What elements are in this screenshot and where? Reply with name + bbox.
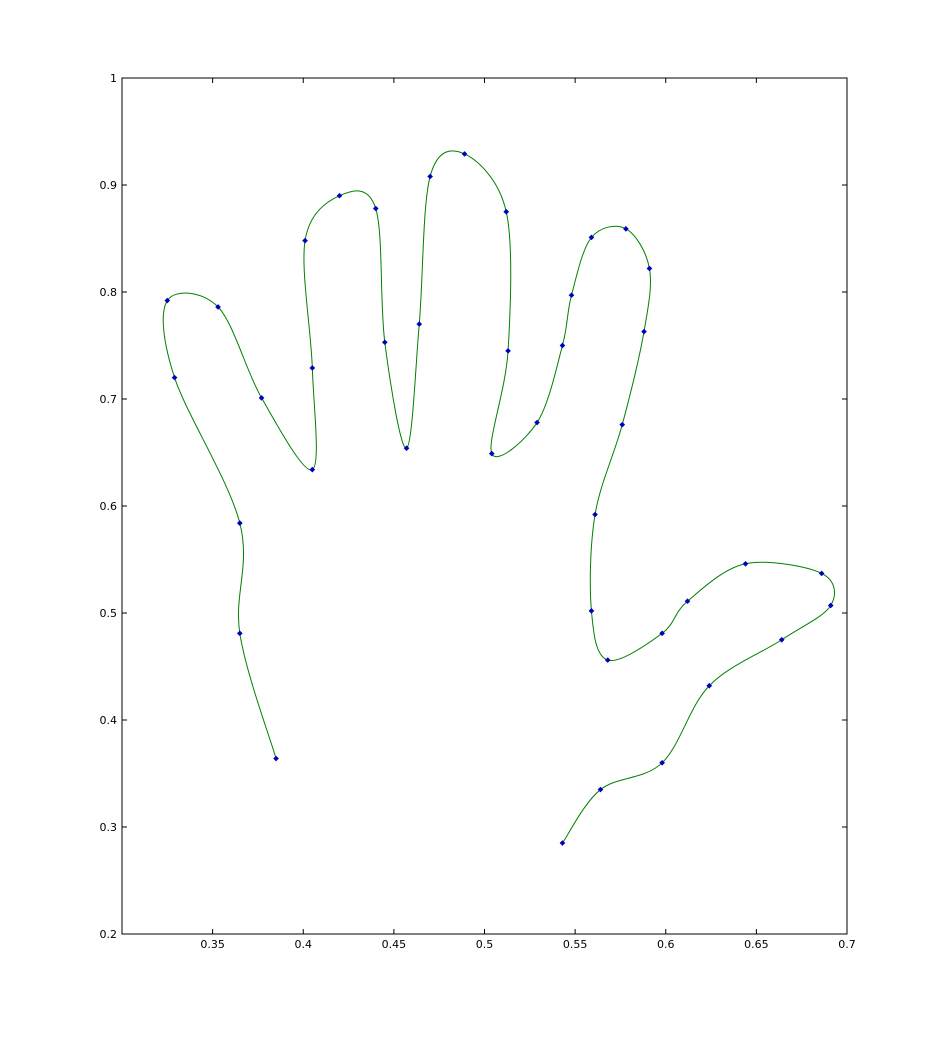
data-point-marker (646, 265, 653, 272)
data-point-marker (604, 657, 611, 663)
data-point-marker (309, 466, 316, 473)
data-point-marker (309, 365, 316, 371)
hand-curve (162, 150, 835, 844)
y-tick-label: 0.6 (100, 500, 118, 513)
data-point-marker (559, 840, 566, 846)
data-point-marker (641, 328, 647, 335)
data-point-marker (534, 419, 540, 426)
data-point-marker (215, 304, 221, 310)
data-point-marker (258, 395, 265, 401)
data-point-marker (778, 636, 785, 643)
y-tick-label: 0.5 (100, 607, 118, 620)
data-point-marker (427, 173, 433, 180)
x-tick-label: 0.35 (200, 938, 225, 951)
data-points (164, 151, 834, 846)
data-point-marker (488, 450, 495, 457)
data-point-marker (403, 445, 410, 452)
y-tick-label: 1 (110, 72, 117, 85)
data-point-marker (302, 237, 308, 244)
y-tick-label: 0.7 (100, 393, 118, 406)
y-tick-label: 0.4 (100, 714, 118, 727)
y-tick-label: 0.8 (100, 286, 118, 299)
data-point-marker (659, 630, 665, 637)
data-point-marker (818, 570, 825, 577)
x-tick-label: 0.65 (744, 938, 769, 951)
plot-frame (121, 77, 848, 935)
data-point-marker (659, 759, 665, 766)
x-tick-label: 0.5 (476, 938, 494, 951)
data-point-marker (171, 374, 178, 381)
x-tick-label: 0.4 (295, 938, 313, 951)
data-point-marker (503, 208, 510, 215)
data-point-marker (588, 234, 595, 241)
data-point-marker (597, 786, 604, 793)
data-point-marker (416, 321, 423, 327)
data-point-marker (588, 608, 595, 614)
data-point-marker (592, 511, 598, 518)
data-point-marker (623, 226, 629, 232)
data-point-marker (684, 598, 691, 605)
data-point-marker (568, 292, 575, 299)
data-point-marker (372, 205, 379, 212)
data-point-marker (236, 630, 243, 637)
x-tick-label: 0.45 (382, 938, 407, 951)
y-tick-label: 0.2 (100, 928, 118, 941)
data-point-marker (742, 560, 749, 567)
data-point-marker (164, 297, 171, 304)
axis-tick-labels: 0.35 0.4 0.45 0.5 0.55 0.6 0.65 0.7 0.2 0.3 0.4 0.5… (100, 72, 856, 951)
y-tick-label: 0.3 (100, 821, 118, 834)
x-tick-label: 0.55 (563, 938, 588, 951)
data-point-marker (381, 339, 388, 346)
data-point-marker (619, 421, 626, 428)
data-point-marker (706, 682, 713, 689)
data-point-marker (827, 602, 834, 609)
data-point-marker (505, 348, 511, 354)
axis-ticks (122, 77, 848, 935)
data-point-marker (336, 192, 343, 199)
data-point-marker (236, 520, 243, 526)
x-tick-label: 0.7 (838, 938, 856, 951)
data-point-marker (461, 151, 468, 157)
data-point-marker (559, 342, 566, 349)
data-point-marker (273, 755, 279, 762)
x-tick-label: 0.6 (657, 938, 675, 951)
y-tick-label: 0.9 (100, 179, 118, 192)
